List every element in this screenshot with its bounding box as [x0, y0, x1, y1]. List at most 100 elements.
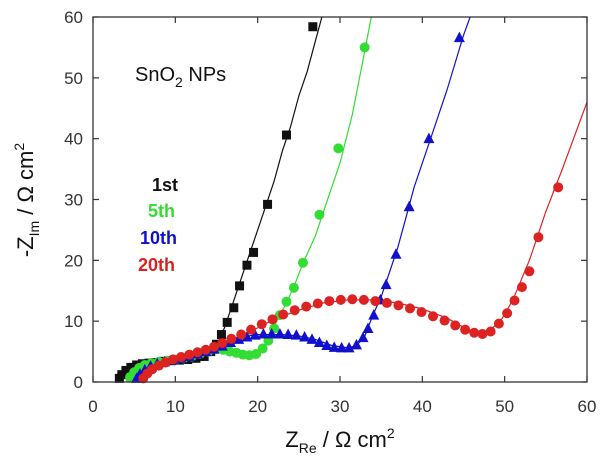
x-tick-label: 0	[88, 397, 97, 416]
data-point-10th	[328, 341, 340, 352]
data-point-20th	[176, 352, 187, 363]
legend-label-1st: 1st	[152, 175, 178, 195]
data-point-10th	[241, 330, 253, 342]
data-point-10th	[321, 339, 333, 350]
data-point-10th	[299, 330, 311, 342]
data-point-20th	[358, 294, 369, 305]
data-point-10th	[290, 329, 302, 340]
data-point-10th	[313, 336, 325, 347]
data-point-1st	[235, 281, 245, 291]
data-point-5th	[314, 209, 325, 220]
data-point-20th	[209, 341, 220, 352]
data-point-20th	[477, 328, 488, 339]
data-point-20th	[192, 347, 203, 358]
data-point-20th	[236, 329, 247, 340]
data-point-20th	[404, 303, 415, 314]
y-tick-label: 0	[74, 373, 83, 392]
data-point-20th	[226, 333, 237, 344]
data-point-10th	[343, 341, 355, 353]
x-tick-label: 10	[166, 397, 185, 416]
data-point-1st	[216, 330, 226, 340]
data-point-1st	[308, 22, 318, 32]
data-point-10th	[350, 338, 362, 350]
data-point-20th	[200, 344, 211, 355]
data-point-1st	[281, 130, 291, 140]
data-point-20th	[428, 311, 439, 322]
data-point-20th	[493, 318, 504, 329]
data-point-20th	[381, 297, 392, 308]
data-point-20th	[312, 298, 323, 309]
data-point-10th	[453, 31, 465, 43]
data-point-1st	[126, 362, 136, 372]
y-tick-labels: 0 10 20 30 40 50 60	[64, 8, 83, 392]
data-point-1st	[263, 199, 273, 209]
y-tick-label: 20	[64, 251, 83, 270]
data-point-20th	[289, 305, 300, 316]
data-point-5th	[288, 282, 299, 293]
data-point-10th	[249, 329, 261, 340]
data-point-20th	[416, 307, 427, 318]
x-tick-label: 20	[248, 397, 267, 416]
data-point-20th	[324, 296, 335, 307]
data-point-20th	[167, 354, 178, 365]
data-point-5th	[281, 296, 292, 307]
data-point-5th	[333, 143, 344, 154]
y-axis-title: -ZIm / Ω cm2	[11, 143, 42, 258]
data-point-5th	[297, 257, 308, 268]
y-tick-label: 60	[64, 8, 83, 27]
data-point-20th	[256, 319, 267, 330]
data-point-1st	[242, 260, 252, 270]
data-point-10th	[336, 341, 348, 353]
data-point-10th	[306, 333, 318, 344]
data-point-20th	[301, 301, 312, 312]
data-point-20th	[502, 308, 513, 319]
y-tick-label: 40	[64, 130, 83, 149]
x-tick-labels: 0 10 20 30 40 50 60	[88, 397, 596, 416]
x-tick-label: 50	[495, 397, 514, 416]
data-point-20th	[347, 294, 358, 305]
y-tick-label: 10	[64, 312, 83, 331]
data-point-20th	[553, 182, 564, 193]
data-point-20th	[393, 300, 404, 311]
data-point-20th	[439, 315, 450, 326]
y-tick-label: 30	[64, 191, 83, 210]
data-point-10th	[266, 327, 278, 339]
data-point-20th	[460, 324, 471, 335]
data-point-10th	[403, 200, 415, 212]
data-point-20th	[246, 324, 257, 335]
data-point-5th	[251, 349, 262, 360]
y-tick-label: 50	[64, 69, 83, 88]
data-point-10th	[257, 327, 269, 339]
data-point-10th	[380, 278, 392, 290]
data-point-20th	[335, 294, 346, 305]
data-point-20th	[450, 320, 461, 331]
data-point-10th	[274, 327, 286, 339]
data-point-20th	[533, 232, 544, 243]
data-point-20th	[217, 338, 228, 349]
chart-annotation: SnO2 NPs	[135, 64, 226, 90]
x-tick-label: 40	[413, 397, 432, 416]
axis-ticks	[92, 16, 588, 383]
legend-label-5th: 5th	[148, 201, 175, 221]
data-point-20th	[267, 314, 278, 325]
data-point-20th	[516, 282, 527, 293]
data-point-1st	[121, 365, 131, 375]
data-point-10th	[282, 328, 294, 340]
series-points	[114, 22, 564, 384]
data-point-20th	[184, 349, 195, 360]
legend-label-10th: 10th	[140, 228, 177, 248]
legend-label-20th: 20th	[138, 255, 175, 275]
data-point-10th	[368, 309, 380, 320]
data-point-10th	[423, 132, 435, 144]
data-point-5th	[257, 343, 268, 354]
data-point-1st	[222, 317, 232, 327]
x-axis-title: ZRe / Ω cm2	[285, 425, 395, 456]
data-point-1st	[249, 247, 259, 257]
data-point-20th	[370, 296, 381, 307]
x-tick-label: 60	[578, 397, 597, 416]
data-point-20th	[278, 309, 289, 320]
data-point-5th	[359, 42, 370, 53]
data-point-1st	[229, 303, 239, 313]
data-point-10th	[362, 322, 374, 333]
data-point-20th	[469, 327, 480, 338]
